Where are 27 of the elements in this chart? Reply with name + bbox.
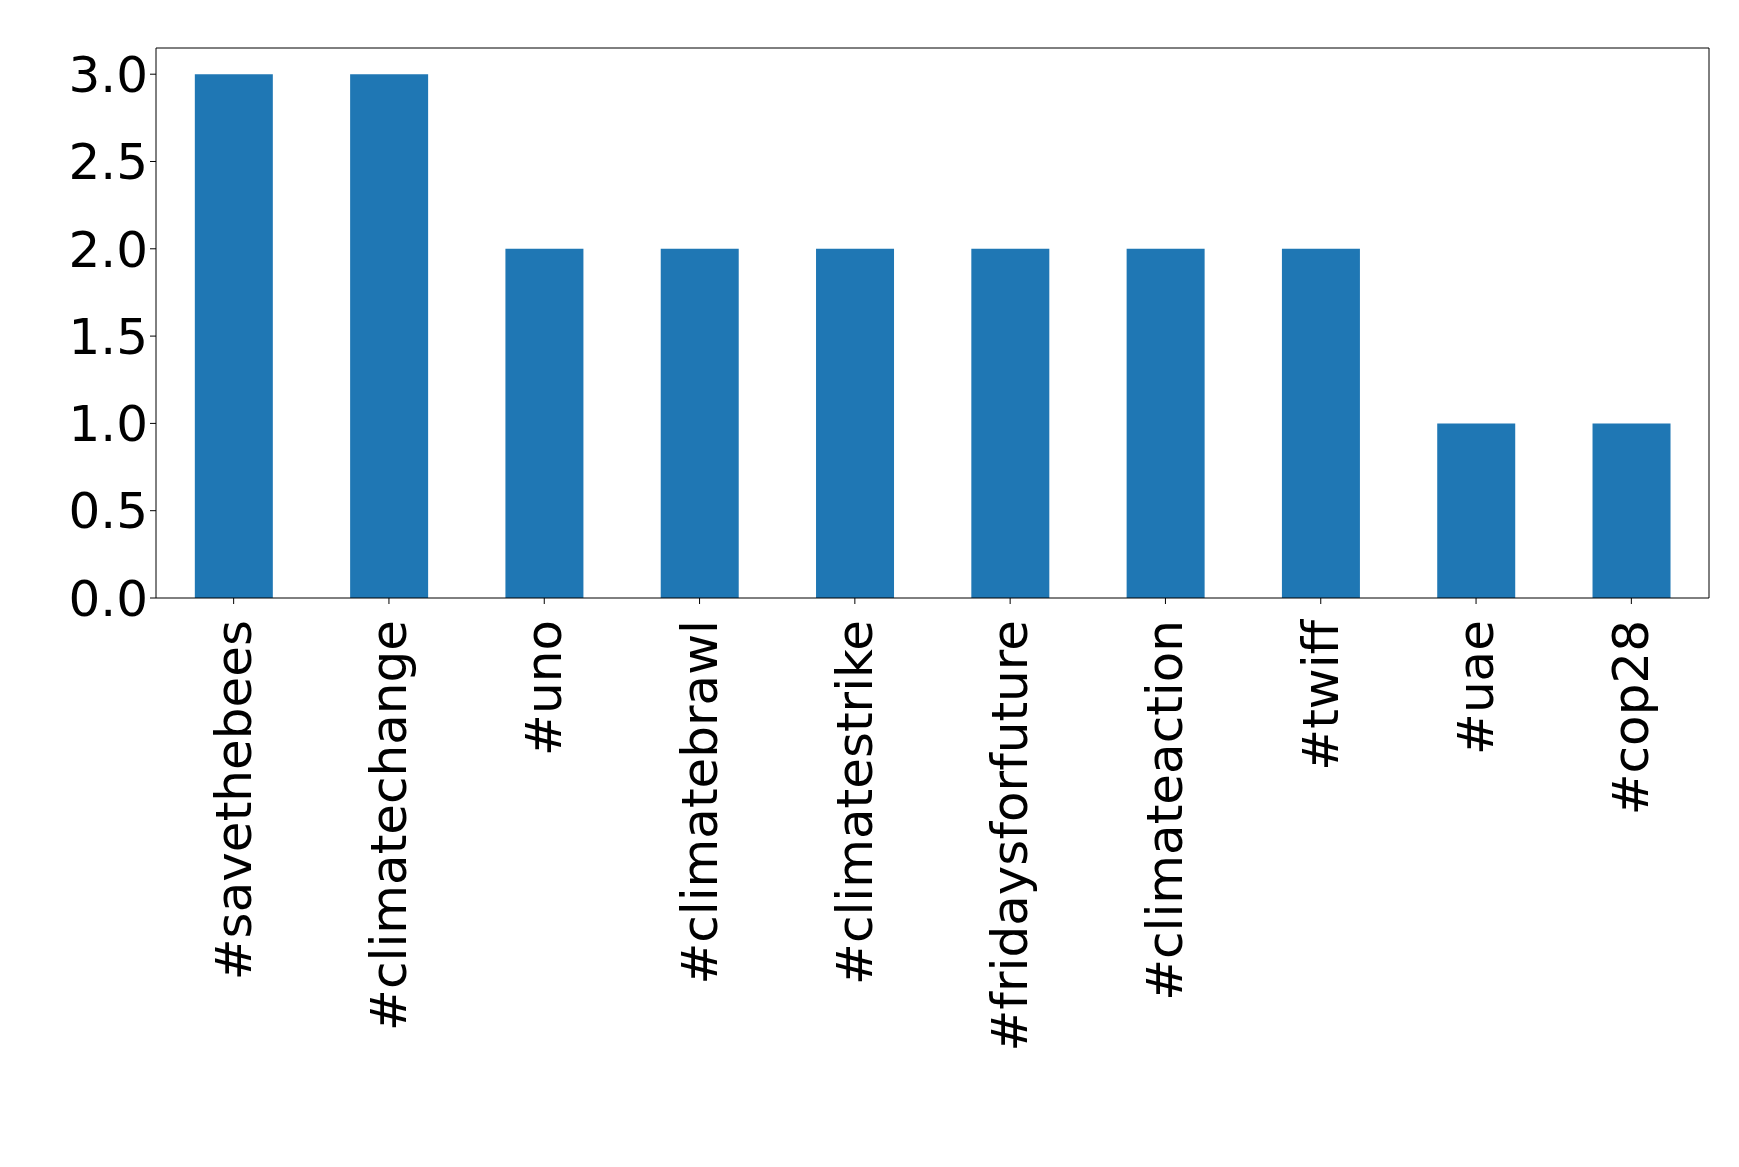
y-tick-label: 3.0	[68, 45, 148, 104]
bar	[194, 74, 273, 598]
x-tick-label: #climatestrike	[825, 620, 884, 985]
y-tick-label: 0.0	[68, 569, 148, 628]
bar	[1126, 248, 1205, 598]
x-tick-label: #uae	[1447, 620, 1506, 755]
bar	[1281, 248, 1360, 598]
bar	[971, 248, 1050, 598]
bar	[660, 248, 739, 598]
y-tick-label: 2.0	[68, 220, 148, 279]
y-tick-label: 1.5	[68, 307, 148, 366]
bar	[816, 248, 895, 598]
y-tick-label: 2.5	[68, 133, 148, 192]
bar	[505, 248, 584, 598]
x-tick-label: #climatechange	[359, 620, 418, 1031]
bar	[1437, 423, 1516, 598]
y-tick-label: 1.0	[68, 395, 148, 454]
bar	[350, 74, 429, 598]
x-tick-label: #climatebrawl	[670, 620, 729, 985]
x-tick-label: #uno	[515, 620, 574, 756]
x-tick-label: #savethebees	[204, 620, 263, 981]
x-tick-label: #twiff	[1291, 618, 1350, 771]
bar	[1592, 423, 1671, 598]
x-tick-label: #cop28	[1602, 620, 1661, 816]
x-tick-label: #climateaction	[1136, 620, 1195, 1001]
x-tick-label: #fridaysforfuture	[981, 620, 1040, 1052]
y-tick-label: 0.5	[68, 482, 148, 541]
